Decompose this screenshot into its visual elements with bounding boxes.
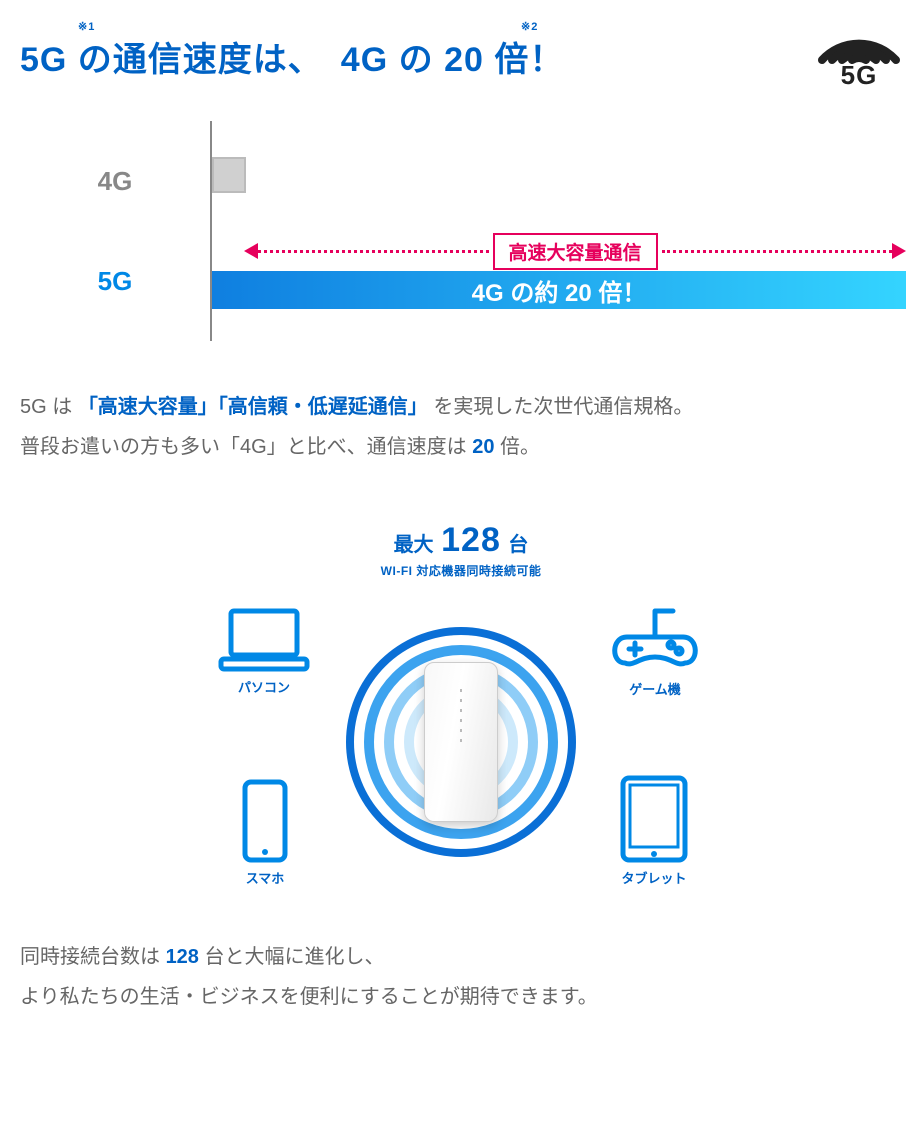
phone-icon xyxy=(239,778,291,864)
p1a: 5G は xyxy=(20,396,72,418)
gamepad-icon xyxy=(605,591,705,675)
label-5g: 5G xyxy=(98,266,133,297)
label-4g: 4G xyxy=(98,166,133,197)
max-num: 128 xyxy=(441,521,501,559)
chart-y-labels: 4G 5G xyxy=(20,121,210,341)
high-capacity-arrow: 高速大容量通信 xyxy=(244,237,906,265)
title-post: 倍！ xyxy=(484,41,564,79)
devices-infographic: 最大 128 台 WI-FI 対応機器同時接続可能 パソコン xyxy=(20,521,902,887)
p2-2: より私たちの生活・ビジネスを便利にすることが期待できます。 xyxy=(20,986,598,1008)
max-p3: 台 xyxy=(503,534,529,556)
row-4g xyxy=(212,121,902,231)
arrow-pill-label: 高速大容量通信 xyxy=(493,233,658,270)
device-grid: パソコン ゲーム機 スマホ xyxy=(211,597,711,887)
wifi-label: 5G xyxy=(816,60,902,91)
device-phone: スマホ xyxy=(239,778,291,887)
device-label: パソコン xyxy=(217,677,311,696)
speed-chart: 4G 5G 高速大容量通信 4G の約 20 倍！ xyxy=(20,121,902,341)
device-laptop: パソコン xyxy=(217,607,311,696)
title-mid: の通信速度は、 4G の xyxy=(67,41,444,79)
p1b: 「高速大容量」「高信頼・低遅延通信」 xyxy=(78,396,428,418)
max-devices-sub: WI-FI 対応機器同時接続可能 xyxy=(20,562,902,579)
p2a: 普段お遣いの方も多い「4G」と比べ、通信速度は xyxy=(20,436,472,458)
p2-1b: 台と大幅に進化し、 xyxy=(199,946,385,968)
arrow-right-icon xyxy=(892,243,906,259)
page-title: ※1 ※2 5G の通信速度は、 4G の 20 倍！ xyxy=(20,32,564,81)
footnote-1: ※1 xyxy=(78,20,95,33)
dotted-line xyxy=(662,250,893,253)
device-label: タブレット xyxy=(617,868,691,887)
bar-5g-label: 4G の約 20 倍！ xyxy=(472,273,647,308)
device-label: ゲーム機 xyxy=(605,679,705,698)
description-2: 同時接続台数は 128 台と大幅に進化し、 より私たちの生活・ビジネスを便利にす… xyxy=(20,937,902,1017)
p1c: を実現した次世代通信規格。 xyxy=(433,396,693,418)
title-5g: 5G xyxy=(20,41,67,79)
p2num: 20 xyxy=(472,436,494,458)
p2-num: 128 xyxy=(166,946,199,968)
device-label: スマホ xyxy=(239,868,291,887)
p2b: 倍。 xyxy=(495,436,541,458)
arrow-left-icon xyxy=(244,243,258,259)
bar-4g xyxy=(212,157,246,193)
laptop-icon xyxy=(217,607,311,673)
bar-5g: 4G の約 20 倍！ xyxy=(212,271,906,309)
max-p1: 最大 xyxy=(394,534,440,556)
title-num: 20 xyxy=(444,41,484,79)
router-device-icon xyxy=(424,662,498,822)
max-devices-heading: 最大 128 台 xyxy=(20,521,902,560)
description-1: 5G は 「高速大容量」「高信頼・低遅延通信」 を実現した次世代通信規格。 普段… xyxy=(20,387,902,467)
header: ※1 ※2 5G の通信速度は、 4G の 20 倍！ 5G xyxy=(20,10,902,91)
device-gamepad: ゲーム機 xyxy=(605,591,705,698)
footnote-2: ※2 xyxy=(521,20,538,33)
tablet-icon xyxy=(617,774,691,864)
row-5g: 高速大容量通信 4G の約 20 倍！ xyxy=(212,231,902,341)
wifi-5g-icon: 5G xyxy=(816,20,902,91)
dotted-line xyxy=(258,250,489,253)
p2-1a: 同時接続台数は xyxy=(20,946,166,968)
chart-body: 高速大容量通信 4G の約 20 倍！ xyxy=(210,121,902,341)
device-tablet: タブレット xyxy=(617,774,691,887)
